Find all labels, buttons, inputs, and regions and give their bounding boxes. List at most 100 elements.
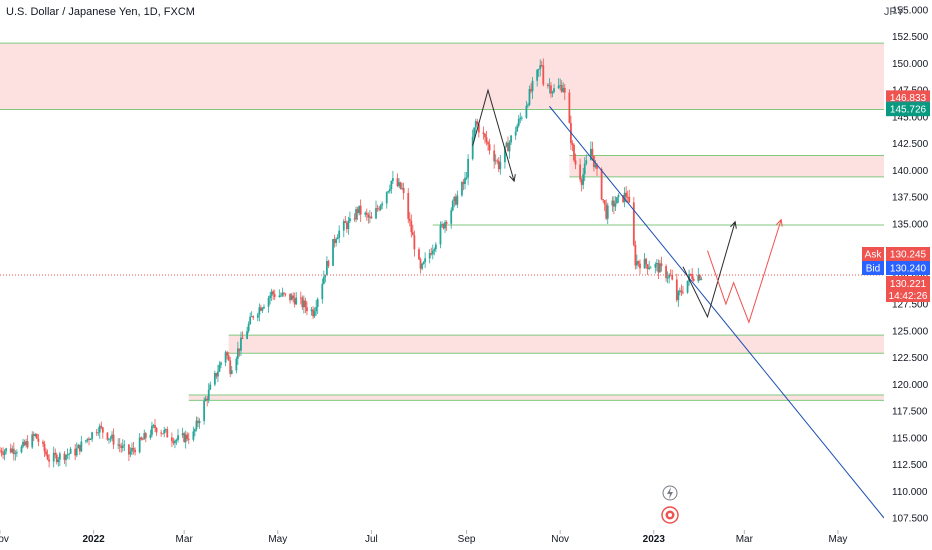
candle-body: [462, 182, 465, 185]
ask-value: 130.245: [890, 250, 927, 261]
candle-body: [378, 208, 380, 210]
candle-body: [691, 274, 694, 279]
candle-body: [227, 355, 230, 361]
candle-body: [442, 223, 445, 229]
candle-body: [388, 189, 391, 192]
candle-body: [143, 433, 146, 440]
candle-body: [421, 263, 423, 269]
candle-body: [574, 160, 577, 165]
candle-body: [531, 80, 534, 92]
candle-body: [86, 438, 89, 441]
ask-label-bg: [862, 247, 884, 261]
candle-body: [582, 174, 585, 185]
candle-body: [192, 431, 195, 440]
candle-body: [356, 209, 359, 214]
candle-body: [252, 316, 255, 318]
candle-body: [557, 85, 560, 89]
candle-body: [525, 105, 528, 118]
candle-body: [198, 420, 201, 424]
candle-body: [614, 203, 617, 207]
x-tick-label: Sep: [458, 534, 476, 545]
candle-body: [32, 434, 35, 436]
candle-body: [519, 117, 522, 119]
candle-body: [689, 274, 692, 275]
candle-body: [358, 205, 361, 214]
candle-body: [560, 85, 563, 92]
candle-body: [562, 87, 565, 92]
last-price-badge-bg: [886, 276, 930, 302]
candle-body: [292, 295, 295, 299]
candle-body: [494, 160, 497, 162]
candle-body: [344, 221, 347, 223]
candle-body: [97, 432, 100, 434]
candle-body: [117, 444, 120, 446]
candle-body: [31, 434, 34, 448]
candle-body: [306, 307, 308, 312]
candle-body: [23, 441, 26, 446]
candle-body: [563, 87, 566, 93]
candle-body: [101, 427, 104, 433]
candle-body: [539, 65, 542, 70]
y-tick-label: 137.500: [892, 193, 929, 204]
candle-body: [573, 145, 575, 161]
candle-body: [654, 264, 657, 268]
candle-body: [596, 164, 598, 170]
candle-body: [154, 425, 156, 428]
candle-body: [184, 434, 187, 442]
candle-body: [155, 427, 158, 433]
candle-body: [381, 203, 384, 206]
candle-body: [283, 292, 285, 294]
candle-body: [390, 180, 393, 190]
projection-arrow-dark-2: [682, 221, 736, 319]
candle-body: [246, 331, 248, 339]
x-tick-label: 2023: [643, 534, 666, 545]
candle-body: [407, 193, 410, 219]
candle-body: [217, 371, 219, 377]
candle-body: [665, 266, 667, 278]
candle-body: [160, 432, 163, 434]
bid-label-bg: [862, 261, 884, 275]
candle-body: [134, 449, 136, 453]
projection-arrow-dark-2-head: [730, 220, 737, 229]
candle-body: [698, 274, 701, 280]
candle-body: [112, 434, 115, 445]
candle-body: [464, 177, 466, 185]
candle-body: [54, 452, 57, 455]
candle-body: [600, 169, 603, 200]
y-tick-label: 150.000: [892, 59, 929, 70]
candle-body: [488, 144, 491, 151]
candle-body: [680, 290, 683, 293]
candle-body: [301, 297, 304, 308]
candle-body: [646, 264, 649, 270]
price-badge: 146.833: [890, 93, 927, 104]
candle-body: [634, 244, 637, 266]
y-tick-label: 145.000: [892, 112, 929, 123]
candle-body: [602, 199, 605, 201]
candle-body: [493, 150, 496, 162]
candle-body: [476, 121, 479, 125]
candle-body: [172, 441, 175, 444]
candle-body: [530, 89, 532, 92]
candle-body: [128, 444, 130, 455]
candle-body: [370, 216, 373, 219]
price-badge: 145.726: [890, 105, 927, 116]
candle-body: [218, 364, 221, 372]
y-tick-label: 135.000: [892, 219, 929, 230]
candle-body: [504, 146, 506, 163]
bid-label: Bid: [866, 264, 880, 275]
candle-body: [85, 440, 87, 442]
candle-body: [591, 148, 594, 156]
candle-body: [9, 448, 12, 453]
candle-body: [281, 292, 284, 296]
x-tick-label: 2022: [82, 534, 105, 545]
candle-body: [349, 218, 351, 222]
candle-body: [444, 222, 446, 229]
candle-body: [616, 197, 618, 204]
candle-body: [256, 314, 259, 318]
candle-body: [540, 65, 543, 66]
candle-body: [138, 437, 141, 453]
candle-body: [322, 276, 325, 284]
candle-body: [700, 278, 703, 280]
candle-body: [141, 439, 144, 441]
